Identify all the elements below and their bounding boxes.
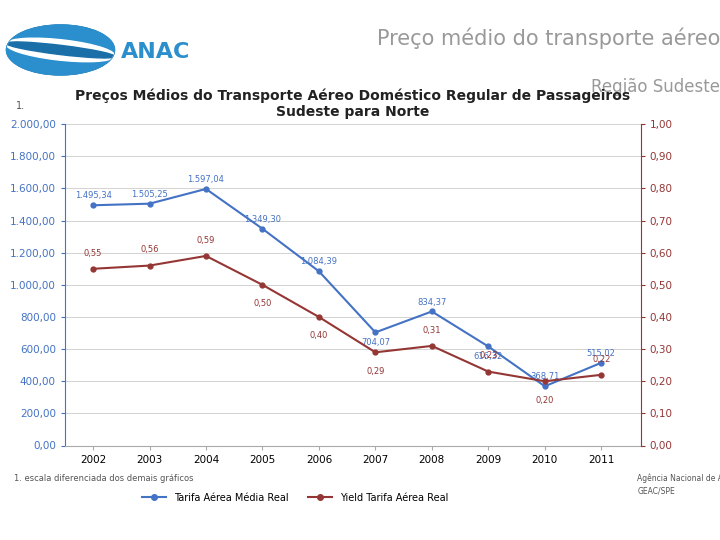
Text: 0,59: 0,59	[197, 235, 215, 245]
Text: 0,56: 0,56	[140, 245, 158, 254]
Text: 1.: 1.	[16, 102, 25, 111]
Text: ANAC: ANAC	[121, 42, 190, 62]
Text: 0,23: 0,23	[479, 352, 498, 360]
Text: 0,31: 0,31	[423, 326, 441, 335]
Text: 616,32: 616,32	[474, 352, 503, 361]
Text: GEAC/SPE: GEAC/SPE	[637, 487, 675, 496]
Text: Agência Nacional de Aviação Civil   ANAC: Agência Nacional de Aviação Civil ANAC	[637, 474, 720, 483]
Text: 1.505,25: 1.505,25	[131, 190, 168, 199]
Text: 0,55: 0,55	[84, 248, 102, 258]
Title: Preços Médios do Transporte Aéreo Doméstico Regular de Passageiros
Sudeste para : Preços Médios do Transporte Aéreo Domést…	[75, 88, 631, 119]
Text: 834,37: 834,37	[417, 298, 446, 307]
Text: 1. escala diferenciada dos demais gráficos: 1. escala diferenciada dos demais gráfic…	[14, 474, 194, 483]
Text: 1.349,30: 1.349,30	[244, 215, 281, 224]
Text: 1.495,34: 1.495,34	[75, 192, 112, 200]
Text: 368,71: 368,71	[530, 373, 559, 381]
Text: SUPERINTENDÊNCIA DE REGULAÇÃO ECONÔMICA E ACOMPANHAMENTO DE MERCADO: SUPERINTENDÊNCIA DE REGULAÇÃO ECONÔMICA …	[94, 515, 626, 526]
Ellipse shape	[6, 25, 114, 75]
Text: 0,29: 0,29	[366, 367, 384, 376]
Circle shape	[6, 25, 114, 75]
Ellipse shape	[6, 38, 115, 62]
Text: 704,07: 704,07	[361, 338, 390, 347]
Text: Região Sudeste: Região Sudeste	[591, 78, 720, 96]
Text: 0,40: 0,40	[310, 332, 328, 340]
Legend: Tarifa Aérea Média Real, Yield Tarifa Aérea Real: Tarifa Aérea Média Real, Yield Tarifa Aé…	[138, 489, 452, 507]
Ellipse shape	[6, 42, 114, 58]
Text: 1.597,04: 1.597,04	[187, 175, 225, 184]
Text: Preço médio do transporte aéreo: Preço médio do transporte aéreo	[377, 28, 720, 50]
Text: 1.084,39: 1.084,39	[300, 258, 338, 266]
Text: 515,02: 515,02	[587, 349, 616, 358]
Text: 0,22: 0,22	[592, 355, 611, 363]
Text: 0,50: 0,50	[253, 299, 271, 308]
Text: 0,20: 0,20	[536, 396, 554, 404]
